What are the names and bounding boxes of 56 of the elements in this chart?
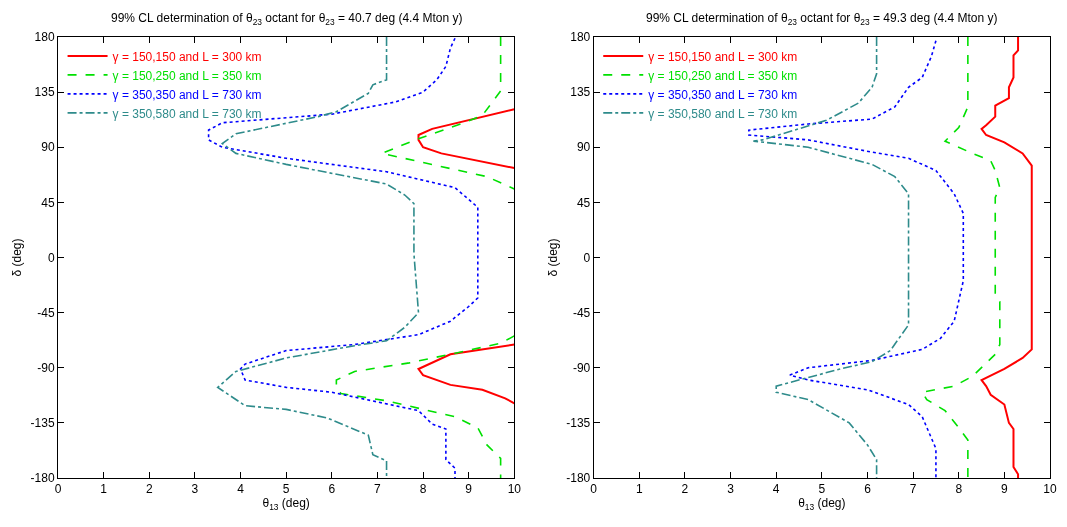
x-tick-label: 9	[1001, 482, 1009, 497]
y-tick-label: -90	[572, 360, 591, 375]
y-tick-label: 90	[576, 140, 591, 155]
legend-label: γ = 150,150 and L = 300 km	[648, 49, 798, 64]
legend-label: γ = 350,580 and L = 730 km	[112, 106, 262, 121]
x-tick-label: 2	[681, 482, 689, 497]
x-tick-label: 10	[1043, 482, 1057, 497]
line-series	[980, 37, 1033, 478]
x-tick-label: 4	[772, 482, 780, 497]
x-tick-label: 3	[727, 482, 735, 497]
x-tick-label: 5	[818, 482, 826, 497]
y-tick-label: -135	[566, 416, 591, 431]
y-axis-title: δ (deg)	[9, 238, 24, 277]
legend-label: γ = 150,250 and L = 350 km	[648, 68, 798, 83]
y-tick-label: -90	[37, 360, 55, 375]
y-tick-label: 45	[41, 195, 55, 210]
x-tick-label: 8	[955, 482, 963, 497]
line-series	[752, 37, 910, 478]
y-tick-label: -45	[37, 305, 55, 320]
x-tick-label: 6	[864, 482, 872, 497]
y-axis-title: δ (deg)	[545, 238, 560, 277]
x-tick-label: 3	[191, 482, 199, 497]
x-tick-label: 2	[145, 482, 153, 497]
legend-label: γ = 350,350 and L = 730 km	[648, 87, 798, 102]
x-axis-title: θ$_{13}$ (deg)	[262, 496, 310, 512]
x-tick-label: 10	[507, 482, 522, 497]
y-tick-label: -45	[572, 305, 591, 320]
x-tick-label: 8	[419, 482, 427, 497]
y-tick-label: 180	[34, 30, 55, 45]
x-tick-label: 5	[282, 482, 290, 497]
y-tick-label: -135	[30, 416, 55, 431]
legend-label: γ = 350,580 and L = 730 km	[648, 106, 798, 121]
x-tick-label: 7	[909, 482, 917, 497]
y-tick-label: 180	[570, 30, 591, 45]
legend-label: γ = 150,250 and L = 350 km	[112, 68, 262, 83]
y-tick-label: 135	[34, 85, 55, 100]
x-tick-label: 6	[328, 482, 336, 497]
line-series	[748, 39, 965, 478]
y-tick-label: -180	[566, 471, 591, 486]
x-tick-label: 4	[237, 482, 245, 497]
chart-title: 99% CL determination of θ$_{23}$ octant for θ$_{23}$ = 49.3 deg (4.4 Mton y)	[646, 11, 998, 27]
y-tick-label: 0	[47, 250, 55, 265]
y-tick-label: 45	[576, 195, 591, 210]
legend-label: γ = 350,350 and L = 730 km	[112, 87, 262, 102]
legend-label: γ = 150,150 and L = 300 km	[112, 49, 262, 64]
x-tick-label: 1	[635, 482, 643, 497]
x-tick-label: 1	[100, 482, 108, 497]
line-series	[207, 37, 479, 478]
y-tick-label: 135	[570, 85, 591, 100]
y-tick-label: 0	[583, 250, 591, 265]
y-tick-label: 90	[41, 140, 55, 155]
x-axis-title: θ$_{13}$ (deg)	[798, 496, 846, 512]
y-tick-label: -180	[30, 471, 55, 486]
chart-title: 99% CL determination of θ$_{23}$ octant for θ$_{23}$ = 40.7 deg (4.4 Mton y)	[111, 11, 463, 27]
x-tick-label: 9	[465, 482, 473, 497]
x-tick-label: 7	[374, 482, 382, 497]
